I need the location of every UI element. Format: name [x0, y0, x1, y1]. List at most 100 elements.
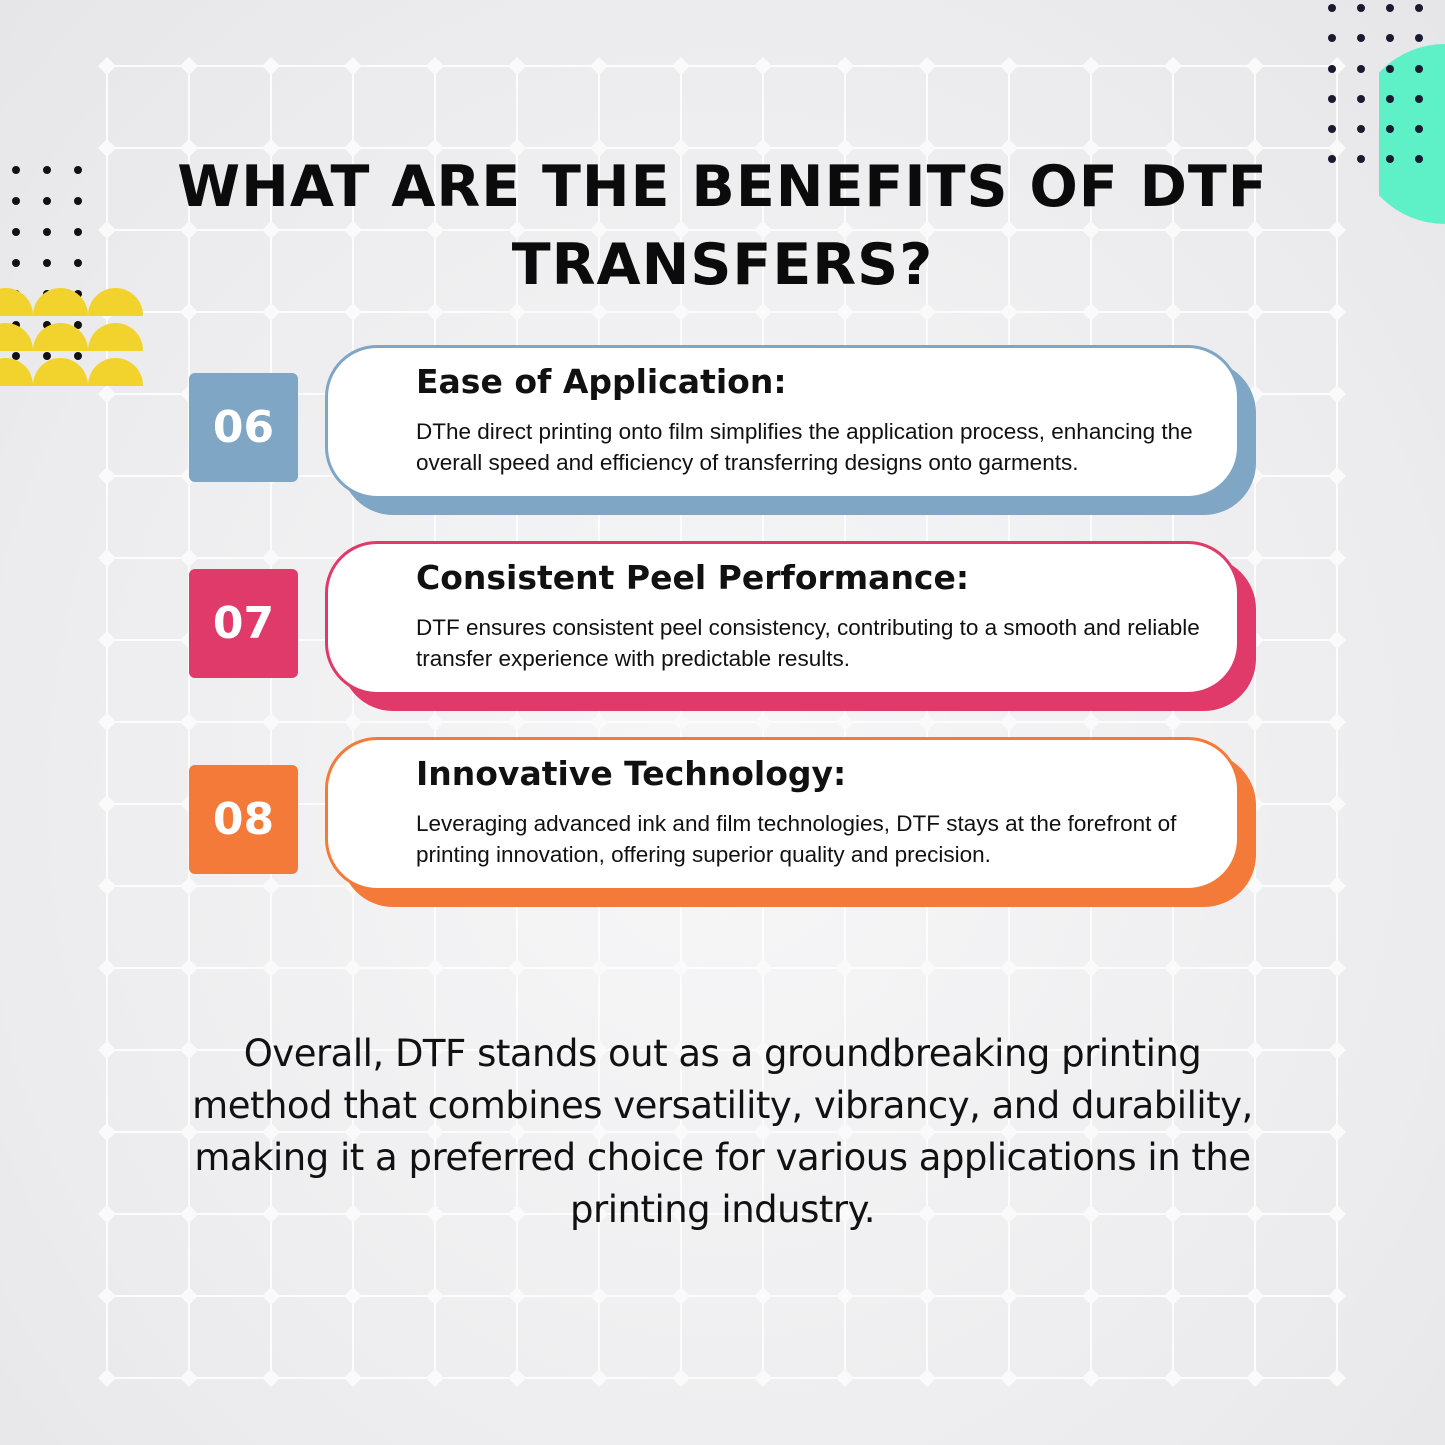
grid-node [1328, 1369, 1346, 1387]
grid-node [754, 1123, 772, 1141]
dot [43, 228, 51, 236]
grid-node [1082, 1041, 1100, 1059]
grid-node [508, 1369, 526, 1387]
grid-node [590, 221, 608, 239]
grid-node [1082, 139, 1100, 157]
grid-node [180, 549, 198, 567]
number-badge: 08 [189, 765, 298, 874]
grid-node [98, 877, 116, 895]
grid-node [1246, 57, 1264, 75]
dot [1328, 94, 1336, 103]
grid-node [672, 303, 690, 321]
dot [74, 197, 82, 205]
grid-node [262, 1369, 280, 1387]
grid-node [1246, 877, 1264, 895]
grid-node [1328, 1205, 1346, 1223]
grid-node [754, 713, 772, 731]
grid-node [1000, 959, 1018, 977]
grid-node [1082, 959, 1100, 977]
dot [43, 197, 51, 205]
grid-node [262, 1287, 280, 1305]
dot [74, 259, 82, 267]
dot [1415, 4, 1423, 12]
yellow-semicircles-decoration [0, 288, 143, 393]
grid-node [98, 795, 116, 813]
grid-node [590, 1123, 608, 1141]
grid-node [672, 713, 690, 731]
grid-node [98, 713, 116, 731]
grid-node [98, 139, 116, 157]
number-badge: 06 [189, 373, 298, 482]
grid-node [1328, 139, 1346, 157]
benefit-card: Innovative Technology: Leveraging advanc… [325, 737, 1240, 891]
grid-node [918, 303, 936, 321]
mint-circle-segment [1379, 44, 1445, 224]
grid-node [672, 1205, 690, 1223]
grid-node [1164, 959, 1182, 977]
grid-node [1082, 1123, 1100, 1141]
grid-node [98, 1041, 116, 1059]
dot [74, 166, 82, 174]
dot [12, 228, 20, 236]
grid-node [344, 713, 362, 731]
grid-node [918, 713, 936, 731]
grid-node [754, 959, 772, 977]
grid-node [1328, 303, 1346, 321]
grid-node [1246, 1369, 1264, 1387]
grid-node [344, 1205, 362, 1223]
grid-node [344, 1123, 362, 1141]
grid-node [754, 139, 772, 157]
grid-node [262, 877, 280, 895]
dot [1386, 125, 1394, 134]
grid-node [918, 221, 936, 239]
dot [1386, 155, 1394, 164]
grid-node [918, 1041, 936, 1059]
grid-node [590, 57, 608, 75]
benefit-heading: Consistent Peel Performance: [416, 558, 970, 597]
grid-node [1082, 1287, 1100, 1305]
dot [1357, 125, 1365, 134]
grid-node [1328, 1123, 1346, 1141]
dot [1386, 64, 1394, 73]
grid-node [1328, 467, 1346, 485]
dot [1415, 94, 1423, 103]
grid-node [1328, 1041, 1346, 1059]
grid-node [508, 1041, 526, 1059]
grid-node [1000, 1205, 1018, 1223]
grid-node [1000, 57, 1018, 75]
grid-node [1164, 221, 1182, 239]
grid-node [262, 713, 280, 731]
grid-node [262, 549, 280, 567]
grid-node [262, 139, 280, 157]
grid-node [1082, 57, 1100, 75]
benefit-card: Consistent Peel Performance: DTF ensures… [325, 541, 1240, 695]
grid-node [180, 303, 198, 321]
grid-node [672, 139, 690, 157]
grid-node [1000, 139, 1018, 157]
grid-node [1082, 1205, 1100, 1223]
grid-node [344, 303, 362, 321]
grid-node [98, 1123, 116, 1141]
dot [1415, 34, 1423, 43]
grid-node [98, 221, 116, 239]
grid-node [918, 139, 936, 157]
grid-node [98, 467, 116, 485]
grid-node [918, 57, 936, 75]
grid-node [426, 57, 444, 75]
grid-node [754, 1287, 772, 1305]
dot [12, 197, 20, 205]
grid-node [754, 1041, 772, 1059]
benefit-text: DTF ensures consistent peel consistency,… [416, 615, 1200, 671]
grid-node [836, 303, 854, 321]
grid-node [180, 1041, 198, 1059]
grid-node [672, 1287, 690, 1305]
grid-node [426, 713, 444, 731]
grid-node [344, 139, 362, 157]
dot [12, 166, 20, 174]
grid-node [590, 1287, 608, 1305]
grid-node [836, 713, 854, 731]
grid-node [180, 1123, 198, 1141]
grid-node [1246, 1287, 1264, 1305]
dot [43, 259, 51, 267]
dot [1328, 155, 1336, 164]
